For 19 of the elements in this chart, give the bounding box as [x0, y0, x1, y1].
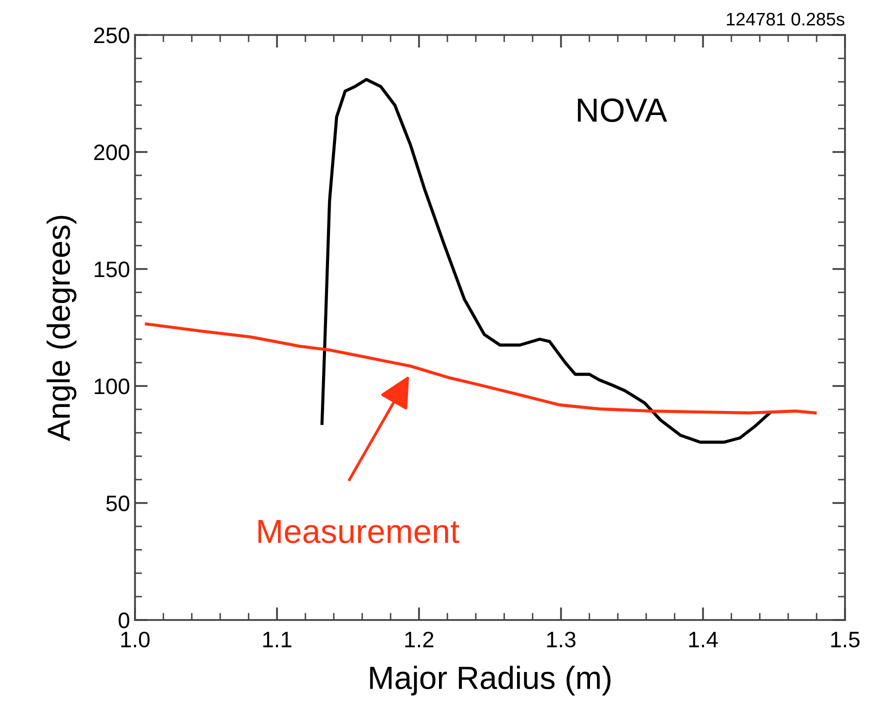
y-tick-label: 50 — [106, 496, 130, 512]
y-axis-title: Angle (degrees) — [46, 216, 76, 442]
line-series — [320, 78, 772, 444]
x-tick-label: 1.0 — [121, 632, 150, 648]
y-tick-label: 100 — [94, 378, 130, 394]
x-tick-label: 1.2 — [405, 632, 434, 648]
x-tick-label: 1.5 — [831, 632, 860, 648]
text: Measurement — [258, 520, 460, 544]
text: 124781 0.285s — [726, 12, 844, 26]
y-tick-label: 150 — [94, 262, 130, 278]
x-axis-title: Major Radius (m) — [370, 666, 610, 696]
line-series — [144, 322, 817, 414]
x-tick-label: 1.3 — [547, 632, 576, 648]
y-tick-label: 250 — [94, 28, 130, 44]
y-tick-label: 0 — [118, 612, 130, 628]
y-tick-label: 200 — [94, 144, 130, 160]
x-tick-label: 1.1 — [263, 632, 292, 648]
text: NOVA — [578, 98, 668, 122]
x-tick-label: 1.4 — [689, 632, 718, 648]
